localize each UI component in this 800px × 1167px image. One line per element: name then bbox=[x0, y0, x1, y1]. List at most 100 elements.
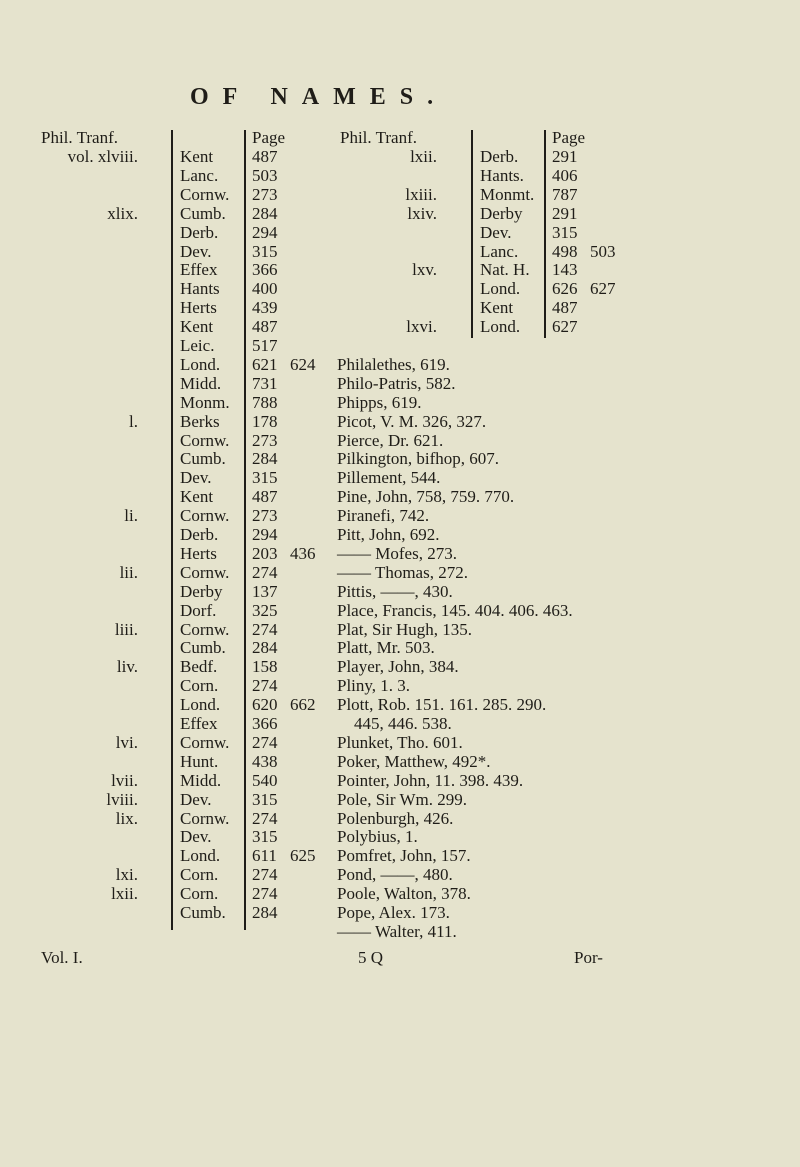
right-table-bracket-1 bbox=[471, 130, 473, 338]
index-entry: Pliny, 1. 3. bbox=[337, 676, 411, 696]
page-number: 274 bbox=[252, 865, 278, 885]
page-number: 662 bbox=[290, 695, 316, 715]
page-number: 274 bbox=[252, 808, 278, 828]
county-cell: Hunt. bbox=[180, 751, 219, 771]
page-number: 731 bbox=[252, 373, 278, 393]
page-number: 274 bbox=[252, 676, 278, 696]
page-number: 274 bbox=[252, 619, 278, 639]
page-number: 625 bbox=[290, 846, 316, 866]
index-entry: Philo-Patris, 582. bbox=[337, 373, 456, 393]
index-entry: Phipps, 619. bbox=[337, 392, 422, 412]
county-cell: Derb. bbox=[480, 147, 519, 166]
index-entry: Pine, John, 758, 759. 770. bbox=[337, 487, 515, 507]
county-cell: Herts bbox=[180, 543, 217, 563]
index-entry: Picot, V. M. 326, 327. bbox=[337, 411, 487, 431]
page-number: 621 bbox=[252, 354, 278, 374]
page-number: 627 bbox=[590, 279, 616, 299]
county-cell: Dorf. bbox=[180, 600, 217, 620]
index-entry: Pole, Sir Wm. 299. bbox=[337, 789, 468, 809]
page-number: 137 bbox=[252, 581, 278, 601]
page-number: 325 bbox=[252, 600, 278, 620]
volume-label: lxv. bbox=[412, 260, 437, 280]
county-cell: Monm. bbox=[180, 392, 230, 412]
page-number: 487 bbox=[252, 487, 278, 507]
page-number: 626 bbox=[552, 279, 578, 299]
volume-label: xlix. bbox=[107, 203, 138, 223]
index-entry: Poole, Walton, 378. bbox=[337, 884, 471, 904]
volume-label: lxii. bbox=[410, 147, 437, 166]
county-cell: Lond. bbox=[480, 317, 521, 337]
county-cell: Cumb. bbox=[180, 203, 226, 223]
page-number: 294 bbox=[252, 525, 278, 544]
county-cell: Hants. bbox=[480, 165, 524, 185]
index-entry: Player, John, 384. bbox=[337, 657, 459, 677]
left-source-label: Phil. Tranf. bbox=[41, 128, 118, 147]
county-cell: Lond. bbox=[180, 846, 221, 866]
page-number: 366 bbox=[252, 260, 278, 280]
index-entry: Polenburgh, 426. bbox=[337, 808, 454, 828]
volume-label: lix. bbox=[115, 808, 138, 828]
page-number: 439 bbox=[252, 298, 278, 318]
index-entry: 445, 446. 538. bbox=[337, 714, 452, 733]
page-number: 503 bbox=[252, 165, 278, 185]
page-number: 284 bbox=[252, 903, 278, 922]
page-number: 487 bbox=[252, 147, 278, 166]
index-entry: Pope, Alex. 173. bbox=[337, 903, 450, 922]
index-entry: —— Walter, 411. bbox=[337, 921, 457, 941]
volume-label: vol. xlviii. bbox=[67, 147, 138, 166]
county-cell: Cornw. bbox=[180, 732, 230, 752]
county-cell: Cornw. bbox=[180, 808, 230, 828]
page-number: 284 bbox=[252, 638, 278, 658]
index-entry: Poker, Matthew, 492*. bbox=[337, 751, 491, 771]
page-number: 788 bbox=[252, 392, 278, 412]
volume-label: liii. bbox=[114, 619, 138, 639]
index-entry: Polybius, 1. bbox=[337, 827, 418, 847]
page-number: 315 bbox=[252, 789, 278, 809]
volume-label: liv. bbox=[116, 657, 138, 677]
county-cell: Corn. bbox=[180, 884, 219, 904]
page-number: 273 bbox=[252, 430, 278, 450]
page-number: 438 bbox=[252, 751, 278, 771]
county-cell: Dev. bbox=[180, 241, 212, 261]
volume-label: lxii. bbox=[111, 884, 138, 904]
page-number: 487 bbox=[552, 298, 578, 318]
page-number: 503 bbox=[590, 241, 616, 261]
county-cell: Derby bbox=[180, 581, 223, 601]
page-number: 284 bbox=[252, 203, 278, 223]
page-number: 274 bbox=[252, 884, 278, 904]
page-number: 400 bbox=[252, 279, 278, 299]
county-cell: Cornw. bbox=[180, 562, 230, 582]
county-cell: Kent bbox=[180, 147, 214, 166]
county-cell: Cumb. bbox=[180, 449, 226, 469]
page-number: 315 bbox=[252, 241, 278, 261]
county-cell: Derb. bbox=[180, 525, 219, 544]
index-entry: Place, Francis, 145. 404. 406. 463. bbox=[337, 600, 573, 620]
county-cell: Midd. bbox=[180, 770, 222, 790]
county-cell: Midd. bbox=[180, 373, 222, 393]
page-number: 624 bbox=[290, 354, 316, 374]
page-number: 366 bbox=[252, 714, 278, 733]
volume-label: lxiii. bbox=[405, 184, 437, 204]
county-cell: Dev. bbox=[180, 827, 212, 847]
county-cell: Lanc. bbox=[180, 165, 219, 185]
county-cell: Lanc. bbox=[480, 241, 519, 261]
page-number: 158 bbox=[252, 657, 278, 677]
volume-label: lxiv. bbox=[407, 203, 437, 223]
page-number: 787 bbox=[552, 184, 578, 204]
page-number: 517 bbox=[252, 336, 278, 355]
county-cell: Monmt. bbox=[480, 184, 535, 204]
page-title: OF NAMES. bbox=[190, 84, 448, 110]
page-number: 315 bbox=[252, 827, 278, 847]
index-entry: Pilkington, bifhop, 607. bbox=[337, 449, 499, 469]
page-number: 315 bbox=[252, 468, 278, 488]
county-cell: Derby bbox=[480, 203, 523, 223]
page-number: 291 bbox=[552, 203, 578, 223]
page-number: 406 bbox=[552, 165, 578, 185]
left-page-label: Page bbox=[252, 128, 286, 147]
county-cell: Cumb. bbox=[180, 638, 226, 658]
index-entry: Pitt, John, 692. bbox=[337, 525, 440, 544]
county-cell: Hants bbox=[180, 279, 220, 299]
county-cell: Derb. bbox=[180, 222, 219, 242]
county-cell: Cornw. bbox=[180, 506, 230, 526]
left-table-bracket-2 bbox=[244, 130, 246, 930]
